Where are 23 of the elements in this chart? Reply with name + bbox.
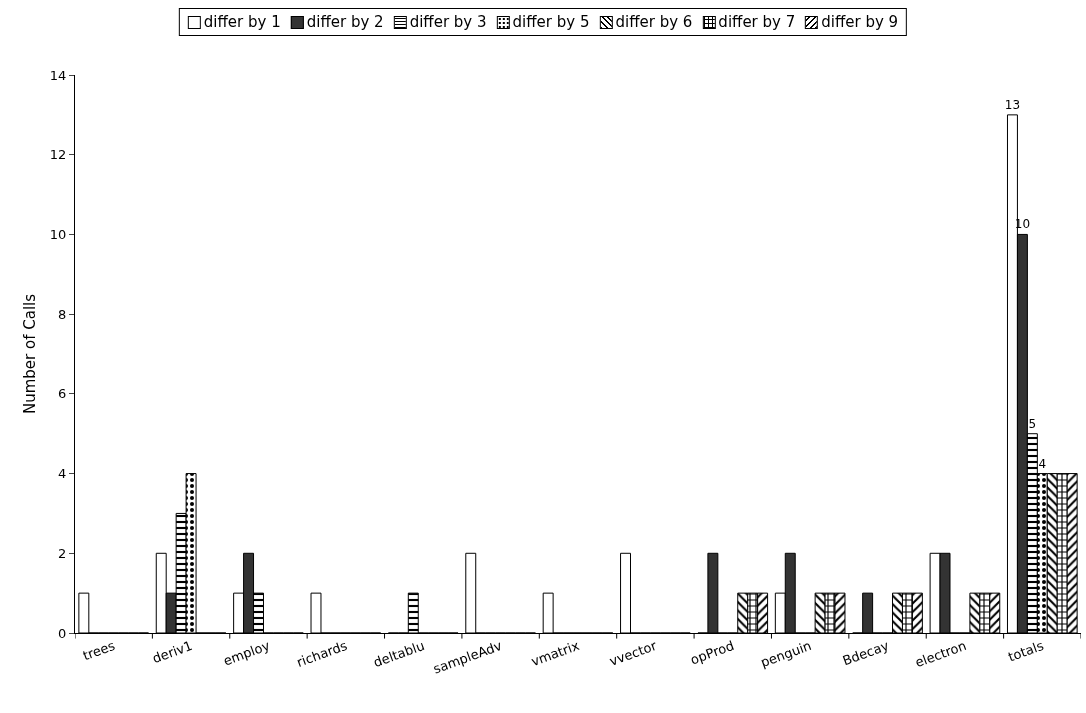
legend-label: differ by 1 bbox=[203, 13, 281, 31]
legend-label: differ by 3 bbox=[409, 13, 487, 31]
y-tick-label: 10 bbox=[49, 226, 67, 242]
y-tick-label: 4 bbox=[58, 466, 67, 482]
y-tick-label: 14 bbox=[49, 67, 67, 83]
x-tick-label: trees bbox=[80, 637, 118, 664]
y-tick-label: 8 bbox=[58, 306, 67, 322]
x-tick-label: totals bbox=[1006, 637, 1046, 665]
legend-label: differ by 5 bbox=[512, 13, 590, 31]
legend-label: differ by 2 bbox=[306, 13, 384, 31]
data-label: 13 bbox=[1004, 97, 1021, 112]
y-axis-title: Number of Calls bbox=[21, 293, 39, 415]
x-tick-label: vmatrix bbox=[529, 637, 582, 670]
x-tick-label: deriv1 bbox=[150, 637, 195, 667]
y-tick-label: 0 bbox=[58, 625, 67, 641]
data-label: 5 bbox=[1028, 416, 1037, 431]
data-label: 4 bbox=[1038, 456, 1047, 471]
legend-label: differ by 9 bbox=[821, 13, 899, 31]
legend-label: differ by 6 bbox=[615, 13, 693, 31]
y-tick-label: 6 bbox=[58, 386, 67, 402]
y-tick-label: 12 bbox=[49, 147, 67, 163]
legend-label: differ by 7 bbox=[718, 13, 796, 31]
y-tick-label: 2 bbox=[58, 545, 67, 561]
